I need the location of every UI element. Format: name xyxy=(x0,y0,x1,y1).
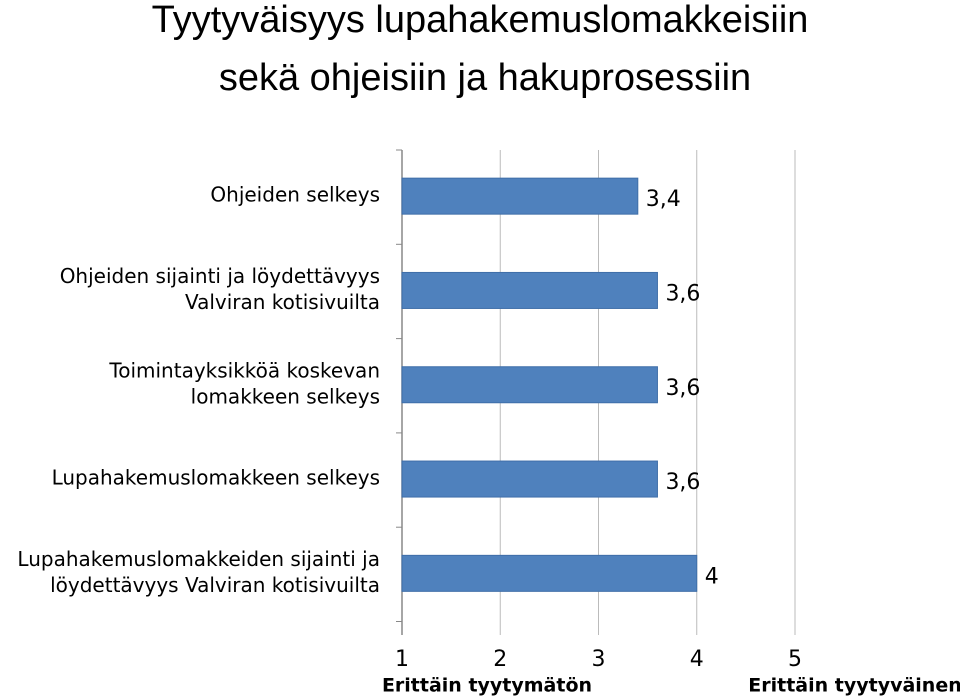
value-label: 3,6 xyxy=(665,376,700,401)
chart-title: sekä ohjeisiin ja hakuprosessiin xyxy=(219,57,751,99)
y-tick-label: löydettävyys Valviran kotisivuilta xyxy=(50,573,380,597)
value-label: 4 xyxy=(705,564,719,589)
chart-title: Tyytyväisyys lupahakemuslomakkeisiin xyxy=(152,0,809,41)
bar xyxy=(401,177,639,215)
y-tick-label: Lupahakemuslomakkeiden sijainti ja xyxy=(17,547,380,571)
x-tick-label: 1 xyxy=(395,647,409,672)
y-tick-label: Ohjeiden sijainti ja löydettävyys xyxy=(60,264,380,288)
value-label: 3,4 xyxy=(646,187,681,212)
x-tick-label: 4 xyxy=(690,647,704,672)
bar xyxy=(401,366,658,404)
bar xyxy=(401,554,698,592)
value-label: 3,6 xyxy=(665,281,700,306)
y-tick-label: Lupahakemuslomakkeen selkeys xyxy=(52,466,380,490)
y-tick-label: Ohjeiden selkeys xyxy=(210,183,380,207)
y-tick-label: Valviran kotisivuilta xyxy=(185,290,380,314)
x-tick-label: 3 xyxy=(592,647,606,672)
x-end-label: Erittäin tyytyväinen xyxy=(748,675,960,697)
x-end-label: Erittäin tyytymätön xyxy=(382,675,592,697)
bar xyxy=(401,271,658,309)
bar xyxy=(401,460,658,498)
x-tick-label: 2 xyxy=(493,647,507,672)
y-tick-label: lomakkeen selkeys xyxy=(191,384,380,408)
y-tick-label: Toimintayksikköä koskevan xyxy=(108,358,380,382)
value-label: 3,6 xyxy=(665,470,700,495)
x-tick-label: 5 xyxy=(788,647,802,672)
